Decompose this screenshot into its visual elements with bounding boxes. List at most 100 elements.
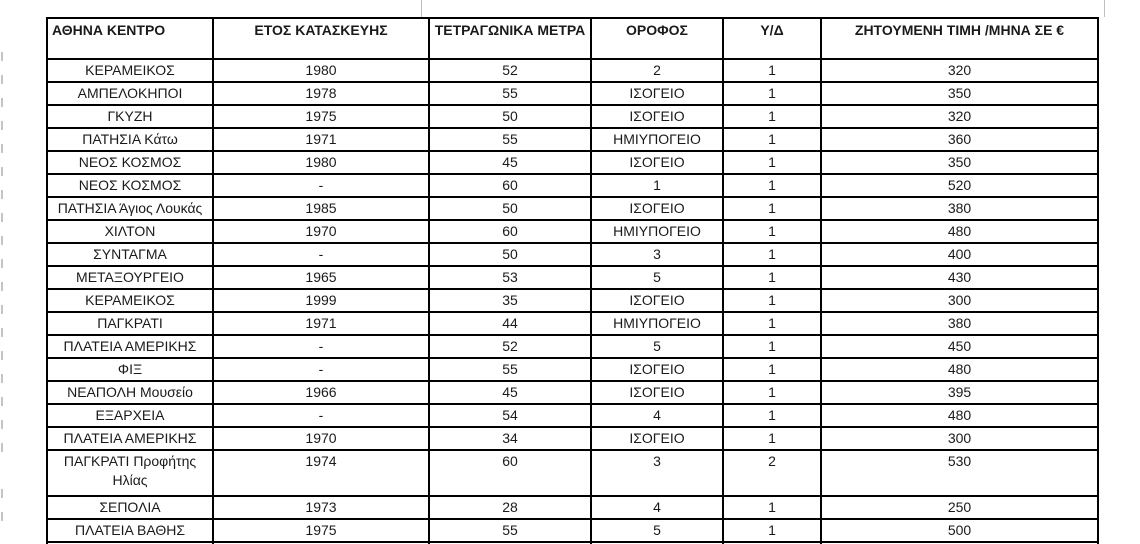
table-cell[interactable]: ΠΛΑΤΕΙΑ ΑΜΕΡΙΚΗΣ	[46, 334, 214, 359]
table-cell[interactable]: 1	[722, 495, 822, 520]
table-cell[interactable]: 1	[722, 58, 822, 83]
table-cell[interactable]: 1966	[212, 380, 430, 405]
table-cell[interactable]: 1971	[212, 311, 430, 336]
table-cell[interactable]: 45	[428, 380, 592, 405]
table-cell[interactable]	[820, 541, 1099, 544]
table-cell[interactable]: 28	[428, 495, 592, 520]
table-cell[interactable]: 520	[820, 173, 1099, 198]
table-cell[interactable]: 1970	[212, 426, 430, 451]
table-cell[interactable]: 1980	[212, 58, 430, 83]
table-cell[interactable]: ΠΑΤΗΣΙΑ Άγιος Λουκάς	[46, 196, 214, 221]
table-cell[interactable]: ΗΜΙΥΠΟΓΕΙΟ	[590, 219, 724, 244]
table-cell[interactable]: 1965	[212, 265, 430, 290]
table-cell[interactable]: 54	[428, 403, 592, 428]
table-cell[interactable]: 1	[722, 518, 822, 543]
table-cell[interactable]: ΚΕΡΑΜΕΙΚΟΣ	[46, 288, 214, 313]
table-cell[interactable]: 1	[722, 104, 822, 129]
table-cell[interactable]: 430	[820, 265, 1099, 290]
table-cell[interactable]: 3	[590, 242, 724, 267]
table-cell[interactable]	[212, 541, 430, 544]
table-cell[interactable]: 50	[428, 104, 592, 129]
table-cell[interactable]: 50	[428, 242, 592, 267]
table-cell[interactable]: 250	[820, 495, 1099, 520]
table-cell[interactable]	[590, 541, 724, 544]
table-cell[interactable]: 1971	[212, 127, 430, 152]
column-header-0[interactable]: ΑΘΗΝΑ ΚΕΝΤΡΟ	[46, 17, 214, 60]
table-cell[interactable]: 55	[428, 81, 592, 106]
table-cell[interactable]: 1	[722, 403, 822, 428]
table-cell[interactable]: ΕΞΑΡΧΕΙΑ	[46, 403, 214, 428]
table-cell[interactable]: 1	[722, 265, 822, 290]
table-cell[interactable]: 5	[590, 334, 724, 359]
table-cell[interactable]: 1	[722, 81, 822, 106]
table-cell[interactable]: 530	[820, 449, 1099, 497]
table-cell[interactable]: ΠΑΓΚΡΑΤΙ Προφήτης Ηλίας	[46, 449, 214, 497]
table-cell[interactable]: 1	[590, 173, 724, 198]
table-cell[interactable]: 380	[820, 196, 1099, 221]
table-cell[interactable]: 50	[428, 196, 592, 221]
table-cell[interactable]: 350	[820, 150, 1099, 175]
table-cell[interactable]: 1973	[212, 495, 430, 520]
table-cell[interactable]: ΗΜΙΥΠΟΓΕΙΟ	[590, 127, 724, 152]
table-cell[interactable]	[428, 541, 592, 544]
table-cell[interactable]: 1999	[212, 288, 430, 313]
table-cell[interactable]: 450	[820, 334, 1099, 359]
table-cell[interactable]: 1975	[212, 104, 430, 129]
table-cell[interactable]: 1	[722, 127, 822, 152]
table-cell[interactable]: 1	[722, 426, 822, 451]
table-cell[interactable]: 35	[428, 288, 592, 313]
table-cell[interactable]: -	[212, 334, 430, 359]
table-cell[interactable]: ΝΕΟΣ ΚΟΣΜΟΣ	[46, 173, 214, 198]
table-cell[interactable]: 320	[820, 104, 1099, 129]
table-cell[interactable]: 480	[820, 403, 1099, 428]
table-cell[interactable]: ΠΛΑΤΕΙΑ ΒΑΘΗΣ	[46, 518, 214, 543]
table-cell[interactable]: 500	[820, 518, 1099, 543]
table-cell[interactable]: ΙΣΟΓΕΙΟ	[590, 196, 724, 221]
table-cell[interactable]: 1	[722, 173, 822, 198]
table-cell[interactable]: 2	[590, 58, 724, 83]
table-cell[interactable]: ΣΥΝΤΑΓΜΑ	[46, 242, 214, 267]
table-cell[interactable]: 55	[428, 127, 592, 152]
table-cell[interactable]: 1975	[212, 518, 430, 543]
table-cell[interactable]: 400	[820, 242, 1099, 267]
column-header-5[interactable]: ΖΗΤΟΥΜΕΝΗ ΤΙΜΗ /ΜΗΝΑ ΣΕ €	[820, 17, 1099, 60]
table-cell[interactable]: 34	[428, 426, 592, 451]
table-cell[interactable]: 1	[722, 196, 822, 221]
table-cell[interactable]: 1985	[212, 196, 430, 221]
table-cell[interactable]: 1	[722, 150, 822, 175]
table-cell[interactable]: 2	[722, 449, 822, 497]
table-cell[interactable]: ΠΛΑΤΕΙΑ ΑΜΕΡΙΚΗΣ	[46, 426, 214, 451]
table-cell[interactable]: ΝΕΟΣ ΚΟΣΜΟΣ	[46, 150, 214, 175]
table-cell[interactable]: 1	[722, 219, 822, 244]
table-cell[interactable]: 4	[590, 403, 724, 428]
table-cell[interactable]: ΧΙΛΤΟΝ	[46, 219, 214, 244]
table-cell[interactable]: 480	[820, 219, 1099, 244]
table-cell[interactable]: 52	[428, 334, 592, 359]
table-cell[interactable]: ΙΣΟΓΕΙΟ	[590, 288, 724, 313]
table-cell[interactable]: 55	[428, 357, 592, 382]
table-cell[interactable]: ΙΣΟΓΕΙΟ	[590, 357, 724, 382]
table-cell[interactable]: 60	[428, 219, 592, 244]
table-cell[interactable]: 300	[820, 426, 1099, 451]
table-cell[interactable]: ΦΙΞ	[46, 357, 214, 382]
table-cell[interactable]: 45	[428, 150, 592, 175]
table-cell[interactable]	[722, 541, 822, 544]
table-cell[interactable]: 380	[820, 311, 1099, 336]
table-cell[interactable]: ΣΕΠΟΛΙΑ	[46, 495, 214, 520]
table-cell[interactable]: 5	[590, 518, 724, 543]
table-cell[interactable]: 300	[820, 288, 1099, 313]
table-cell[interactable]: 53	[428, 265, 592, 290]
table-cell[interactable]: ΜΕΤΑΞΟΥΡΓΕΙΟ	[46, 265, 214, 290]
table-cell[interactable]: ΓΚΥΖΗ	[46, 104, 214, 129]
table-cell[interactable]: ΙΣΟΓΕΙΟ	[590, 426, 724, 451]
table-cell[interactable]: 4	[590, 495, 724, 520]
table-cell[interactable]: ΝΕΑΠΟΛΗ Μουσείο	[46, 380, 214, 405]
table-cell[interactable]: -	[212, 173, 430, 198]
table-cell[interactable]: ΑΜΠΕΛΟΚΗΠΟΙ	[46, 81, 214, 106]
table-cell[interactable]: 1980	[212, 150, 430, 175]
table-cell[interactable]: 395	[820, 380, 1099, 405]
table-cell[interactable]: 1	[722, 311, 822, 336]
table-cell[interactable]: 1978	[212, 81, 430, 106]
table-cell[interactable]: ΙΣΟΓΕΙΟ	[590, 380, 724, 405]
table-cell[interactable]: 320	[820, 58, 1099, 83]
